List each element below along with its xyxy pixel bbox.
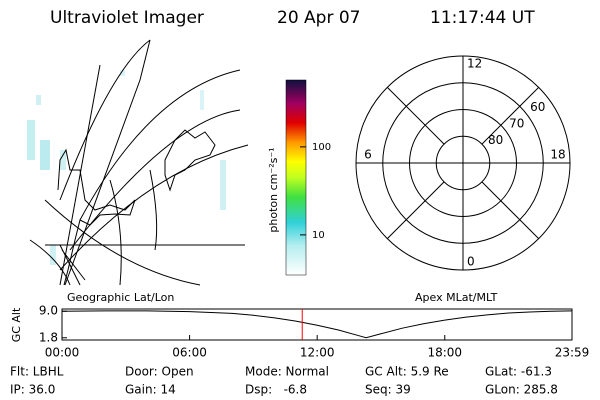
mlt-spoke (386, 86, 445, 145)
footer-field: GLat: -61.3 (485, 365, 552, 379)
x-tick-label: 06:00 (172, 346, 207, 360)
mlt-label: 12 (467, 57, 482, 71)
map-grid (29, 39, 249, 286)
footer-field: Flt: LBHL (10, 365, 64, 379)
colorbar-tick-label: 10 (312, 230, 325, 241)
mlt-label: 18 (550, 148, 565, 162)
colorbar (285, 79, 307, 276)
polar-label: Apex MLat/MLT (415, 291, 498, 304)
colorbar-tick-label: 100 (312, 142, 331, 153)
colorbar-label: photon cm⁻²s⁻¹ (267, 147, 280, 232)
time: 11:17:44 UT (430, 8, 535, 28)
footer-field: GLon: 285.8 (485, 383, 558, 397)
mlt-label: 0 (467, 255, 475, 269)
footer-field: Door: Open (125, 365, 194, 379)
map-label: Geographic Lat/Lon (67, 291, 174, 304)
lat-ring-label: 70 (509, 116, 524, 130)
footer-field: Gain: 14 (125, 383, 176, 397)
x-tick-label: 23:59 (555, 346, 590, 360)
footer-field: Dsp: -6.8 (245, 383, 307, 397)
altitude-line (61, 310, 573, 339)
footer-field: IP: 36.0 (10, 383, 55, 397)
lat-ring-label: 80 (488, 133, 503, 147)
mlt-spoke (481, 86, 540, 145)
footer-field: Seq: 39 (365, 383, 411, 397)
emission-speckle (27, 70, 226, 265)
mlt-spoke (481, 181, 540, 240)
map-image (27, 39, 249, 286)
y-tick-label: 1.8 (39, 330, 58, 344)
footer-field: GC Alt: 5.9 Re (365, 365, 449, 379)
coastline (57, 129, 216, 286)
y-tick-label: 9.0 (39, 304, 58, 318)
instrument-title: Ultraviolet Imager (50, 8, 204, 28)
mlt-label: 6 (364, 148, 372, 162)
x-tick-label: 18:00 (427, 346, 462, 360)
y-axis-label: GC Alt (10, 307, 23, 342)
footer-field: Mode: Normal (245, 365, 329, 379)
x-tick-label: 12:00 (300, 346, 335, 360)
date: 20 Apr 07 (277, 8, 360, 28)
lat-ring-label: 60 (530, 100, 545, 114)
mlt-spoke (386, 181, 445, 240)
x-tick-label: 00:00 (45, 346, 80, 360)
